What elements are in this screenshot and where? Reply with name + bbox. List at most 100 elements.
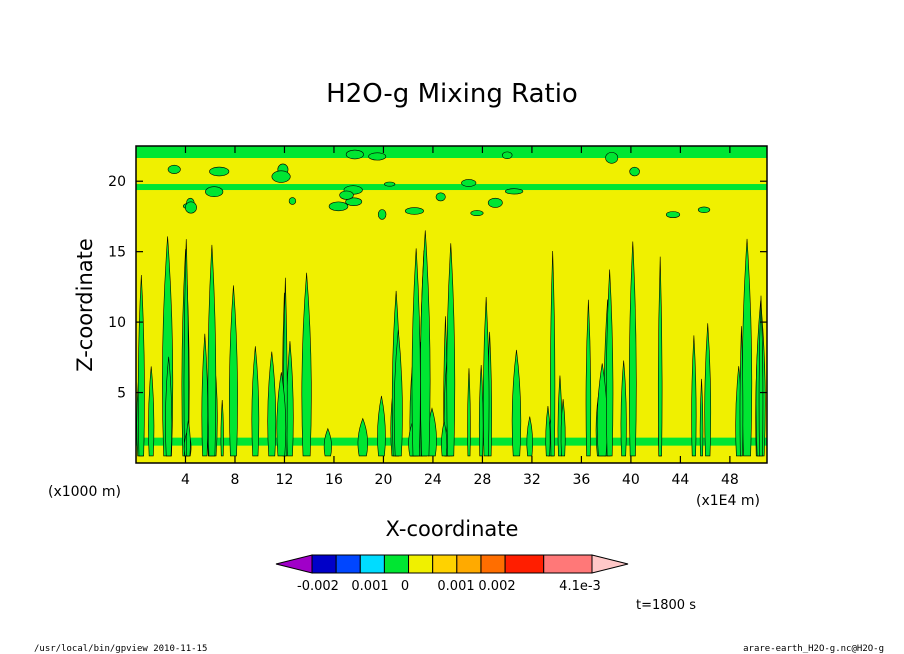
y-tick-label: 5 <box>117 386 126 402</box>
green-streak <box>482 296 490 457</box>
green-streak <box>441 421 448 457</box>
x-tick-label: 20 <box>375 472 393 488</box>
green-streak <box>691 335 697 457</box>
green-streak <box>585 299 592 457</box>
green-streak <box>620 360 627 457</box>
x-tick-label: 36 <box>572 472 590 488</box>
green-blob <box>377 209 387 220</box>
green-blob <box>185 201 197 214</box>
green-streak <box>739 326 744 457</box>
colorbar-swatch <box>335 554 361 574</box>
x-tick-label: 8 <box>231 472 240 488</box>
x-tick-label: 4 <box>181 472 190 488</box>
x-tick-label: 44 <box>671 472 689 488</box>
x-tick-label: 16 <box>325 472 343 488</box>
green-blob <box>368 152 387 161</box>
footer-left: /usr/local/bin/gpview 2010-11-15 <box>34 644 207 654</box>
green-blob <box>339 190 354 200</box>
green-streak <box>137 274 145 457</box>
green-streak <box>606 269 614 457</box>
green-streak <box>276 372 287 457</box>
y-tick-label: 15 <box>108 245 126 261</box>
y-tick-label: 10 <box>108 315 126 331</box>
green-streak <box>467 368 471 457</box>
colorbar-label: 0.001 <box>437 579 474 594</box>
green-streak <box>377 395 386 457</box>
colorbar-max-arrow <box>591 554 629 574</box>
green-blob <box>461 179 477 187</box>
green-streak <box>323 427 332 457</box>
green-band-top <box>136 146 767 158</box>
colorbar <box>275 554 629 574</box>
green-streak <box>545 406 551 457</box>
time-label: t=1800 s <box>636 598 696 613</box>
green-blob <box>501 151 513 159</box>
green-blob <box>487 197 503 208</box>
green-blob <box>629 166 640 177</box>
green-streak <box>251 346 260 457</box>
x-axis-unit-left: (x1000 m) <box>48 484 121 500</box>
colorbar-swatch <box>408 554 434 574</box>
colorbar-label: 0.001 <box>351 579 388 594</box>
colorbar-swatch <box>543 554 593 574</box>
green-blob <box>605 152 619 164</box>
green-blob <box>288 197 297 205</box>
colorbar-min-arrow <box>275 554 313 574</box>
colorbar-swatch <box>504 554 545 574</box>
green-streak <box>357 417 368 457</box>
green-streak <box>201 333 209 457</box>
x-axis-ticks: 4 8 12 16 20 24 28 32 36 40 44 48 <box>181 146 739 488</box>
green-streak <box>267 351 277 457</box>
green-streak <box>526 416 533 457</box>
colorbar-labels: -0.002 0.001 0 0.001 0.002 4.1e-3 <box>297 579 601 594</box>
x-tick-label: 40 <box>622 472 640 488</box>
green-streak <box>207 244 217 457</box>
green-streak <box>478 364 484 457</box>
green-streak <box>657 256 663 457</box>
colorbar-swatch <box>383 554 410 574</box>
colorbar-swatch <box>359 554 385 574</box>
green-blob <box>345 149 364 160</box>
y-axis-ticks: 5 10 15 20 <box>108 174 767 402</box>
green-blob <box>271 170 291 183</box>
green-streak <box>446 243 456 457</box>
green-blob <box>328 201 349 212</box>
x-tick-label: 28 <box>474 472 492 488</box>
green-blob <box>384 181 396 187</box>
green-blob <box>504 188 524 195</box>
colorbar-label: 0 <box>401 579 409 594</box>
green-streak <box>165 356 173 457</box>
chart-title: H2O-g Mixing Ratio <box>326 79 578 109</box>
green-streak <box>550 251 556 457</box>
x-axis-label: X-coordinate <box>386 517 519 541</box>
x-tick-label: 48 <box>721 472 739 488</box>
colorbar-swatch <box>432 554 458 574</box>
colorbar-label: -0.002 <box>297 579 339 594</box>
green-streak <box>393 329 403 457</box>
green-streak <box>148 366 155 457</box>
y-tick-label: 20 <box>108 174 126 190</box>
green-streak <box>511 349 522 457</box>
y-axis-label: Z-coordinate <box>73 238 97 372</box>
footer-right: arare-earth_H2O-g.nc@H2O-g <box>743 644 884 654</box>
green-streak <box>220 400 224 457</box>
green-blob <box>665 211 681 219</box>
x-axis-unit-right: (x1E4 m) <box>696 493 760 509</box>
green-streak <box>301 272 312 457</box>
green-streak <box>704 323 712 457</box>
green-blob <box>697 206 711 213</box>
green-streak <box>699 378 704 457</box>
colorbar-swatch <box>480 554 506 574</box>
green-blob <box>205 186 224 197</box>
green-streak <box>560 399 566 457</box>
green-streak <box>411 248 421 457</box>
x-tick-label: 12 <box>276 472 294 488</box>
green-blob <box>404 207 424 215</box>
green-streak <box>185 420 191 457</box>
green-streak <box>183 239 189 457</box>
plot-frame <box>135 145 768 464</box>
x-tick-label: 24 <box>424 472 442 488</box>
green-streak <box>229 285 238 457</box>
